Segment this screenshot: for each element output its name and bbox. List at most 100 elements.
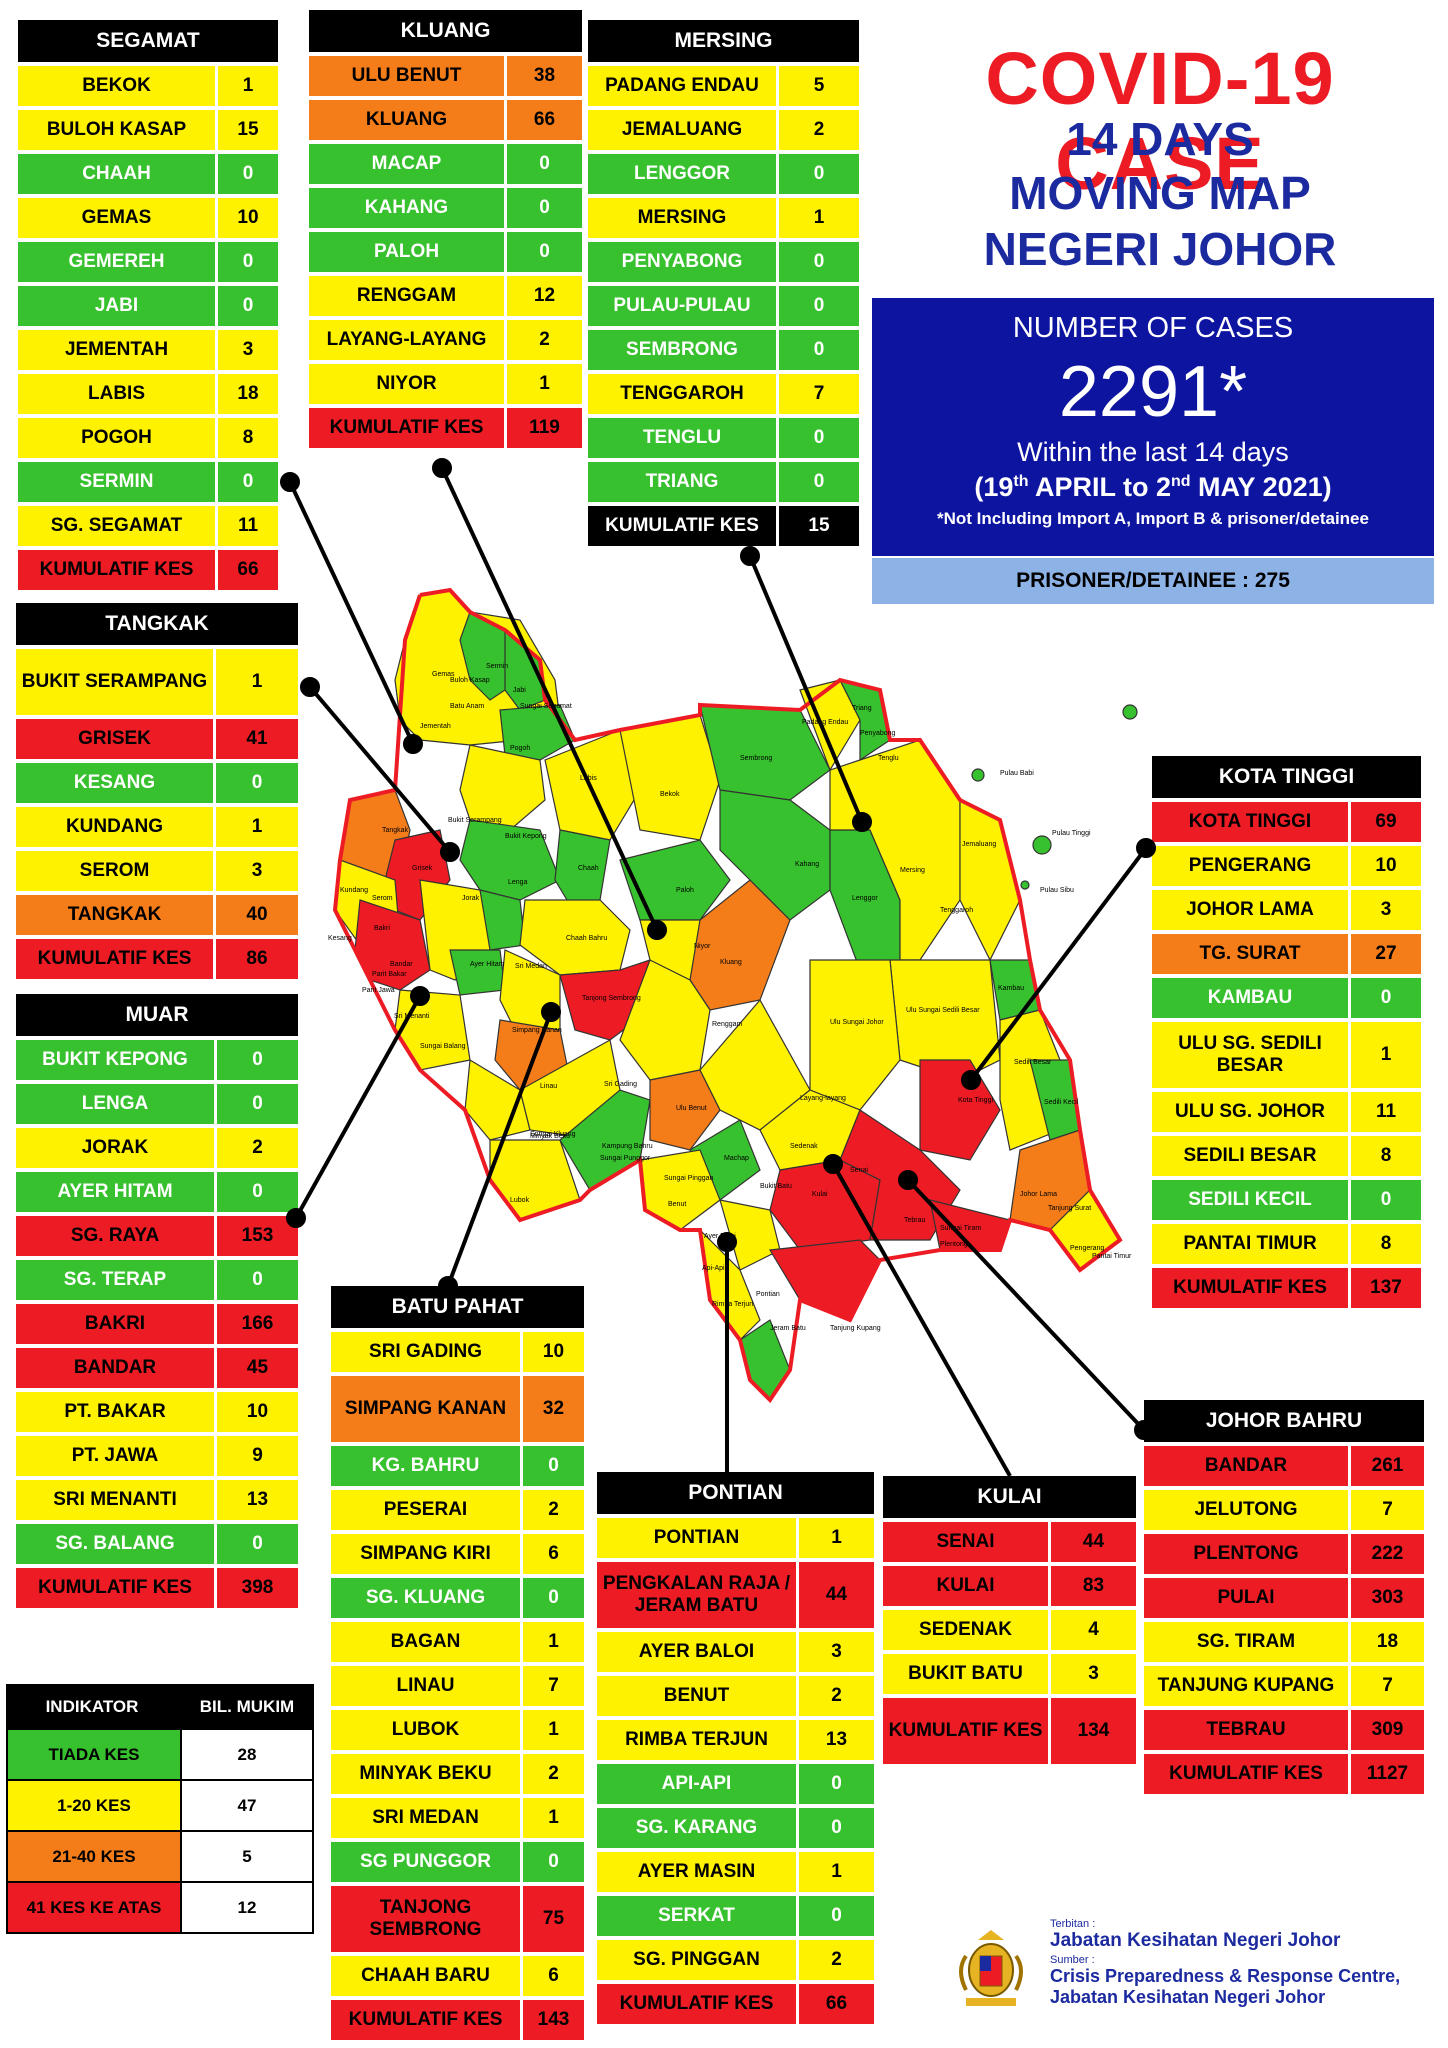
case-count: 1 bbox=[799, 1518, 874, 1558]
table-row: JELUTONG 7 bbox=[1144, 1490, 1424, 1530]
table-row: AYER MASIN 1 bbox=[597, 1852, 874, 1892]
case-count: 8 bbox=[218, 418, 278, 458]
map-place-label: Jorak bbox=[462, 895, 480, 902]
case-count: 2 bbox=[523, 1754, 584, 1794]
table-row: KUMULATIF KES 66 bbox=[18, 550, 278, 590]
table-row: LENGGOR 0 bbox=[588, 154, 859, 194]
legend-count: 47 bbox=[182, 1781, 312, 1830]
leader-dot-batupahat-b bbox=[541, 1002, 561, 1022]
case-count: 86 bbox=[216, 939, 298, 979]
table-row: KUMULATIF KES 86 bbox=[16, 939, 298, 979]
map-place-label: Mersing bbox=[900, 867, 925, 874]
mukim-name: PALOH bbox=[309, 232, 504, 272]
map-place-label: Johor Lama bbox=[1020, 1191, 1057, 1198]
mukim-name: KG. BAHRU bbox=[331, 1446, 520, 1486]
case-count: 15 bbox=[218, 110, 278, 150]
table-row: GEMEREH 0 bbox=[18, 242, 278, 282]
table-row: SEMBRONG 0 bbox=[588, 330, 859, 370]
map-region-serkat bbox=[739, 1319, 791, 1401]
table-row: KLUANG 66 bbox=[309, 100, 582, 140]
mukim-name: SG PUNGGOR bbox=[331, 1842, 520, 1882]
mukim-name: KUMULATIF KES bbox=[16, 1568, 214, 1608]
table-row: TG. SURAT 27 bbox=[1152, 934, 1421, 974]
mukim-name: PENGKALAN RAJA / JERAM BATU bbox=[597, 1562, 796, 1628]
mukim-name: SG. PINGGAN bbox=[597, 1940, 796, 1980]
map-region-kulai bbox=[769, 1159, 881, 1251]
legend-count: 28 bbox=[182, 1730, 312, 1779]
map-place-label: Chaah Bahru bbox=[566, 935, 607, 942]
map-place-label: Pulau Babi bbox=[1000, 770, 1034, 777]
district-header-kluang: KLUANG bbox=[309, 10, 582, 52]
table-row: PULAU-PULAU 0 bbox=[588, 286, 859, 326]
case-count: 44 bbox=[799, 1562, 874, 1628]
map-region-sembrong bbox=[699, 704, 831, 801]
mukim-name: KULAI bbox=[883, 1566, 1048, 1606]
map-region-pulai bbox=[769, 1239, 881, 1321]
map-region-jabi bbox=[504, 628, 546, 711]
map-place-label: Jementah bbox=[420, 723, 451, 730]
case-count: 1 bbox=[523, 1622, 584, 1662]
mukim-name: BENUT bbox=[597, 1676, 796, 1716]
mukim-name: KUMULATIF KES bbox=[588, 506, 776, 546]
mukim-name: TRIANG bbox=[588, 462, 776, 502]
table-row: BUKIT KEPONG 0 bbox=[16, 1040, 298, 1080]
case-count: 1 bbox=[523, 1798, 584, 1838]
table-row: PT. BAKAR 10 bbox=[16, 1392, 298, 1432]
table-row: SERMIN 0 bbox=[18, 462, 278, 502]
mukim-name: LENGA bbox=[16, 1084, 214, 1124]
map-place-label: Pulau Tinggi bbox=[1052, 830, 1091, 837]
map-place-label: Ulu Sungai Sedili Besar bbox=[906, 1007, 980, 1014]
case-count: 3 bbox=[216, 851, 298, 891]
map-region-simpang-kanan bbox=[494, 1019, 571, 1091]
map-place-label: Sedili Kecil bbox=[1044, 1099, 1079, 1106]
table-row: SG. TERAP 0 bbox=[16, 1260, 298, 1300]
case-count: 143 bbox=[523, 2000, 584, 2040]
case-count: 9 bbox=[217, 1436, 298, 1476]
map-region-pontian-west bbox=[699, 1228, 761, 1341]
table-row: LENGA 0 bbox=[16, 1084, 298, 1124]
map-place-label: Sermin bbox=[486, 663, 508, 670]
table-row: PESERAI 2 bbox=[331, 1490, 584, 1530]
case-count: 398 bbox=[217, 1568, 298, 1608]
map-place-label: Kluang bbox=[720, 959, 742, 966]
mukim-name: JORAK bbox=[16, 1128, 214, 1168]
map-island-1 bbox=[1122, 704, 1138, 720]
case-count: 0 bbox=[799, 1764, 874, 1804]
leader-dot-tangkak-b bbox=[440, 842, 460, 862]
case-count: 0 bbox=[216, 763, 298, 803]
mukim-name: ULU BENUT bbox=[309, 56, 504, 96]
case-count: 0 bbox=[507, 232, 582, 272]
map-region-tanjong-sembrong bbox=[559, 959, 651, 1041]
district-header-pontian: PONTIAN bbox=[597, 1472, 874, 1514]
map-region-labis bbox=[544, 729, 641, 841]
mukim-name: SEDILI KECIL bbox=[1152, 1180, 1348, 1220]
map-place-label: Parit Bakar bbox=[372, 971, 407, 978]
case-count: 0 bbox=[779, 418, 859, 458]
table-row: PENGERANG 10 bbox=[1152, 846, 1421, 886]
coat-of-arms bbox=[952, 1926, 1030, 2010]
table-row: ULU SG. SEDILI BESAR 1 bbox=[1152, 1022, 1421, 1088]
table-row: SEDENAK 4 bbox=[883, 1610, 1136, 1650]
mukim-name: PENGERANG bbox=[1152, 846, 1348, 886]
map-region-serom bbox=[334, 859, 401, 946]
map-region-jorak bbox=[419, 879, 491, 981]
mukim-name: KESANG bbox=[16, 763, 213, 803]
map-region-jemaluang bbox=[959, 799, 1021, 962]
case-count: 32 bbox=[523, 1376, 584, 1442]
table-row: SG. RAYA 153 bbox=[16, 1216, 298, 1256]
mukim-name: JOHOR LAMA bbox=[1152, 890, 1348, 930]
mukim-name: LUBOK bbox=[331, 1710, 520, 1750]
case-count: 1 bbox=[1351, 1022, 1421, 1088]
leader-johorbahru bbox=[906, 1178, 1146, 1432]
mukim-name: BUKIT SERAMPANG bbox=[16, 649, 213, 715]
map-place-label: Bukit Batu bbox=[760, 1183, 792, 1190]
map-place-label: Tebrau bbox=[904, 1217, 926, 1224]
table-row: MERSING 1 bbox=[588, 198, 859, 238]
map-place-label: Sungai Balang bbox=[420, 1043, 466, 1050]
table-row: TANJONG SEMBRONG 75 bbox=[331, 1886, 584, 1952]
map-place-label: Sedenak bbox=[790, 1143, 818, 1150]
table-row: MACAP 0 bbox=[309, 144, 582, 184]
case-count: 0 bbox=[507, 144, 582, 184]
map-region-pogoh bbox=[459, 744, 546, 831]
mukim-name: TENGGAROH bbox=[588, 374, 776, 414]
